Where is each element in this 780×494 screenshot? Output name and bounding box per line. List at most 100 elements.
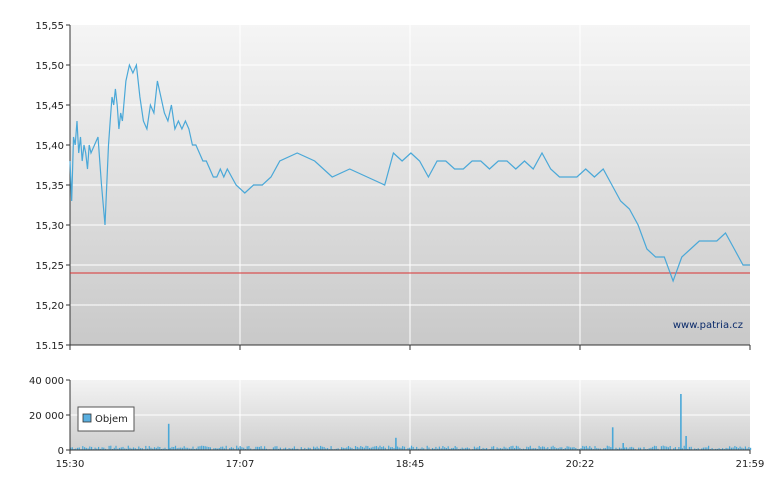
- volume-bar: [727, 448, 729, 450]
- volume-bar: [225, 445, 227, 450]
- volume-bar: [664, 446, 666, 450]
- volume-bar: [389, 447, 392, 450]
- volume-bar: [479, 446, 481, 450]
- volume-bar: [379, 445, 381, 450]
- volume-bar: [278, 448, 280, 450]
- volume-bar: [580, 448, 582, 450]
- price-ytick-label: 15,30: [35, 221, 64, 232]
- volume-bar: [526, 446, 528, 450]
- volume-bar: [500, 448, 502, 450]
- volume-bar: [407, 448, 409, 450]
- volume-bar: [222, 446, 224, 450]
- volume-bar: [604, 448, 607, 450]
- volume-bar: [557, 448, 559, 450]
- volume-bar: [732, 447, 734, 450]
- volume-bar: [89, 446, 91, 450]
- volume-bar: [321, 446, 323, 450]
- volume-bar: [307, 447, 309, 450]
- volume-bar: [627, 448, 629, 450]
- volume-bar: [743, 448, 745, 450]
- volume-bar: [603, 448, 605, 450]
- volume-bar: [75, 448, 77, 450]
- volume-bar: [561, 447, 563, 450]
- volume-bar: [542, 446, 544, 450]
- volume-bar: [292, 448, 294, 450]
- volume-bar: [419, 448, 421, 450]
- volume-bar: [596, 448, 598, 450]
- volume-bar: [145, 445, 147, 450]
- volume-bar: [564, 448, 566, 450]
- volume-bar: [153, 447, 156, 450]
- volume-bar: [398, 447, 400, 450]
- volume-bar: [124, 448, 126, 450]
- volume-bar: [416, 446, 418, 450]
- volume-bar: [547, 447, 549, 450]
- volume-bar: [208, 447, 210, 450]
- volume-bar: [71, 447, 73, 450]
- volume-bar: [669, 446, 671, 450]
- volume-bar: [423, 448, 425, 450]
- volume-bar: [309, 447, 311, 450]
- volume-bar: [737, 448, 739, 450]
- volume-bar: [361, 446, 364, 450]
- volume-bar: [384, 447, 386, 450]
- volume-bar: [358, 447, 360, 450]
- volume-bar: [113, 447, 115, 450]
- volume-bar: [351, 447, 353, 450]
- volume-bar: [750, 447, 752, 450]
- volume-bar: [347, 446, 350, 450]
- volume-bar: [139, 448, 142, 450]
- volume-spike-bar: [680, 394, 682, 450]
- volume-bar: [325, 448, 327, 450]
- volume-bar: [341, 447, 343, 450]
- volume-bar: [316, 446, 318, 450]
- volume-bar: [421, 447, 423, 450]
- volume-bar: [655, 446, 657, 450]
- volume-bar: [162, 448, 164, 450]
- volume-bar: [708, 445, 710, 450]
- volume-bar: [230, 447, 232, 450]
- volume-bar: [96, 448, 98, 450]
- volume-bar: [276, 446, 278, 450]
- volume-bar: [438, 446, 440, 450]
- volume-bar: [365, 445, 367, 450]
- volume-bar: [356, 446, 358, 450]
- volume-bar: [410, 445, 413, 450]
- volume-bar: [388, 445, 390, 450]
- volume-bar: [451, 448, 453, 450]
- volume-bar: [552, 445, 554, 450]
- volume-bar: [257, 446, 259, 450]
- volume-bar: [360, 446, 362, 450]
- volume-bar: [681, 448, 683, 450]
- volume-bar: [236, 445, 238, 450]
- volume-bar: [715, 448, 717, 450]
- volume-bar: [391, 447, 393, 450]
- volume-bar: [459, 448, 461, 450]
- volume-bar: [171, 446, 173, 450]
- volume-bar: [610, 447, 612, 450]
- volume-bar: [108, 445, 110, 450]
- volume-bar: [660, 446, 662, 450]
- volume-bar: [468, 448, 470, 450]
- volume-bar: [687, 448, 689, 450]
- volume-bar: [431, 448, 434, 450]
- volume-bar: [433, 448, 435, 450]
- volume-bar: [599, 448, 601, 450]
- volume-bar: [529, 445, 531, 450]
- volume-bar: [127, 445, 129, 450]
- volume-bar: [337, 448, 339, 450]
- volume-bar: [540, 447, 542, 450]
- volume-bar: [105, 448, 107, 450]
- volume-bar: [209, 447, 211, 450]
- volume-bar: [169, 447, 171, 450]
- volume-bar: [559, 447, 561, 450]
- volume-bar: [498, 448, 500, 450]
- volume-bar: [573, 447, 575, 450]
- volume-bar: [229, 448, 231, 450]
- volume-bar: [274, 446, 276, 450]
- volume-bar: [447, 446, 449, 450]
- volume-bar: [78, 447, 80, 450]
- volume-bar: [435, 446, 437, 450]
- volume-bar: [454, 446, 456, 450]
- watermark-text: www.patria.cz: [673, 320, 743, 331]
